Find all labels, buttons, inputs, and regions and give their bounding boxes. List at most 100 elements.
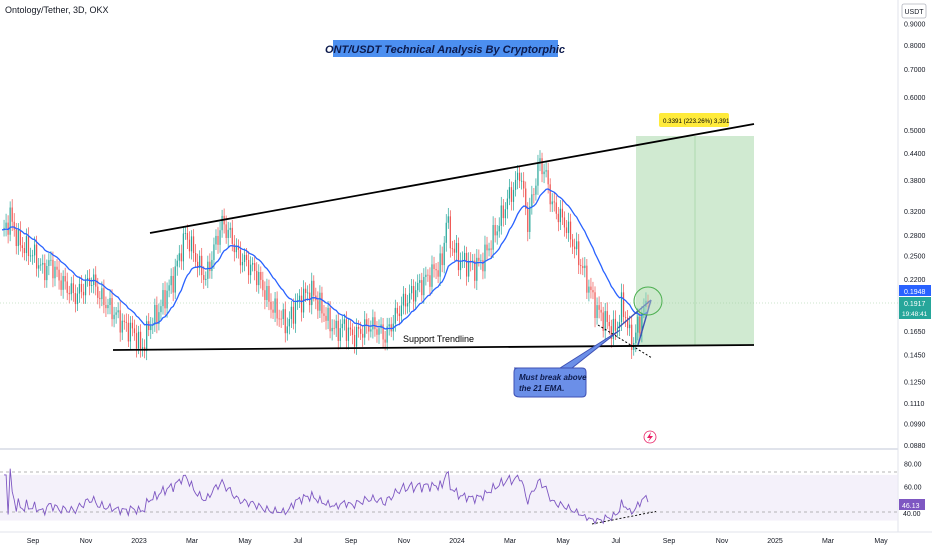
- candle: [390, 317, 392, 338]
- candle: [13, 213, 15, 237]
- candle: [551, 193, 553, 213]
- candle: [435, 262, 437, 279]
- candle: [333, 319, 335, 335]
- candle: [559, 200, 561, 230]
- candle: [549, 178, 551, 212]
- ema-highlight-circle: [633, 286, 663, 316]
- candle: [565, 219, 568, 239]
- candle: [82, 283, 85, 304]
- candle: [139, 324, 142, 358]
- candle: [451, 240, 453, 257]
- candle: [351, 323, 354, 345]
- candle: [402, 286, 405, 315]
- candle: [217, 227, 219, 254]
- candle: [207, 255, 209, 289]
- candle: [280, 310, 282, 328]
- candle: [410, 279, 413, 300]
- candle: [423, 268, 425, 304]
- candle: [366, 313, 368, 334]
- candle: [329, 301, 331, 339]
- candle: [531, 185, 533, 215]
- candle: [241, 253, 244, 273]
- candle: [490, 240, 492, 259]
- recent-dashed-trendline: [597, 324, 653, 359]
- candle: [433, 256, 435, 278]
- candle: [415, 281, 417, 310]
- candle: [44, 254, 46, 288]
- candle: [260, 266, 262, 289]
- candle: [252, 257, 254, 272]
- rsi-dashed-trendline: [591, 510, 657, 525]
- candle: [125, 313, 127, 332]
- target-label: 0.3391 (223.26%) 3,391: [663, 118, 730, 125]
- candle: [184, 226, 187, 240]
- rsi-lower-badge: 40.00: [903, 511, 921, 518]
- price-axis[interactable]: 0.9000 0.8000 0.7000 0.6000 0.5000 0.4400 0.38…: [904, 21, 926, 450]
- candle: [201, 247, 203, 284]
- candle: [486, 236, 488, 260]
- candle: [170, 268, 172, 294]
- candle: [205, 271, 207, 286]
- support-trendline: [112, 344, 755, 351]
- candle: [468, 252, 470, 283]
- currency-badge[interactable]: USDT: [904, 9, 924, 16]
- candle: [158, 303, 160, 331]
- arrow-line-2: [617, 299, 652, 329]
- candle: [319, 285, 321, 318]
- candle: [535, 178, 537, 201]
- candle: [553, 192, 555, 212]
- candle: [618, 314, 621, 337]
- candle: [543, 163, 545, 184]
- candle: [99, 291, 101, 309]
- candle: [121, 313, 123, 341]
- candle: [331, 319, 333, 341]
- candle: [89, 269, 91, 296]
- candle: [288, 311, 290, 335]
- candle: [539, 150, 541, 172]
- candle: [186, 224, 189, 249]
- price-tick-label: 0.2800: [904, 233, 926, 240]
- candle: [592, 281, 594, 300]
- candle: [616, 321, 619, 338]
- candle: [504, 202, 506, 225]
- candle: [278, 309, 280, 327]
- candle: [66, 272, 68, 301]
- candle: [258, 264, 260, 294]
- candle: [168, 279, 170, 298]
- candle: [133, 319, 136, 341]
- candle: [272, 301, 274, 319]
- time-tick-label: May: [238, 538, 252, 545]
- candle: [396, 302, 398, 321]
- candle: [406, 294, 409, 314]
- candle: [62, 270, 64, 299]
- candle: [627, 310, 629, 336]
- candle: [19, 221, 21, 252]
- candle: [608, 314, 610, 335]
- candle: [21, 236, 23, 258]
- candle: [571, 233, 574, 254]
- candle: [237, 239, 240, 259]
- callout-bubble: [513, 367, 587, 398]
- candle: [521, 172, 523, 190]
- candle: [209, 253, 211, 279]
- time-tick-label: Nov: [398, 538, 411, 545]
- time-tick-label: 2025: [767, 538, 783, 545]
- candle: [172, 267, 174, 302]
- time-tick-label: Jul: [294, 538, 303, 545]
- candle: [294, 293, 297, 333]
- price-tick-label: 0.0990: [904, 422, 926, 429]
- candle: [569, 213, 572, 248]
- candle: [349, 320, 352, 336]
- price-tick-label: 0.6000: [904, 95, 926, 102]
- candle: [602, 306, 604, 338]
- candle: [274, 291, 276, 322]
- candle: [199, 250, 201, 276]
- candle: [305, 282, 307, 303]
- currency-badge-bg[interactable]: [901, 3, 927, 19]
- candle: [519, 166, 521, 188]
- candle: [494, 217, 496, 243]
- candle: [353, 326, 356, 354]
- time-axis[interactable]: Sep Nov 2023 Mar May Jul Sep Nov 2024 Mar May Jul Se…: [27, 538, 888, 545]
- candle: [68, 285, 70, 304]
- candle: [590, 277, 592, 299]
